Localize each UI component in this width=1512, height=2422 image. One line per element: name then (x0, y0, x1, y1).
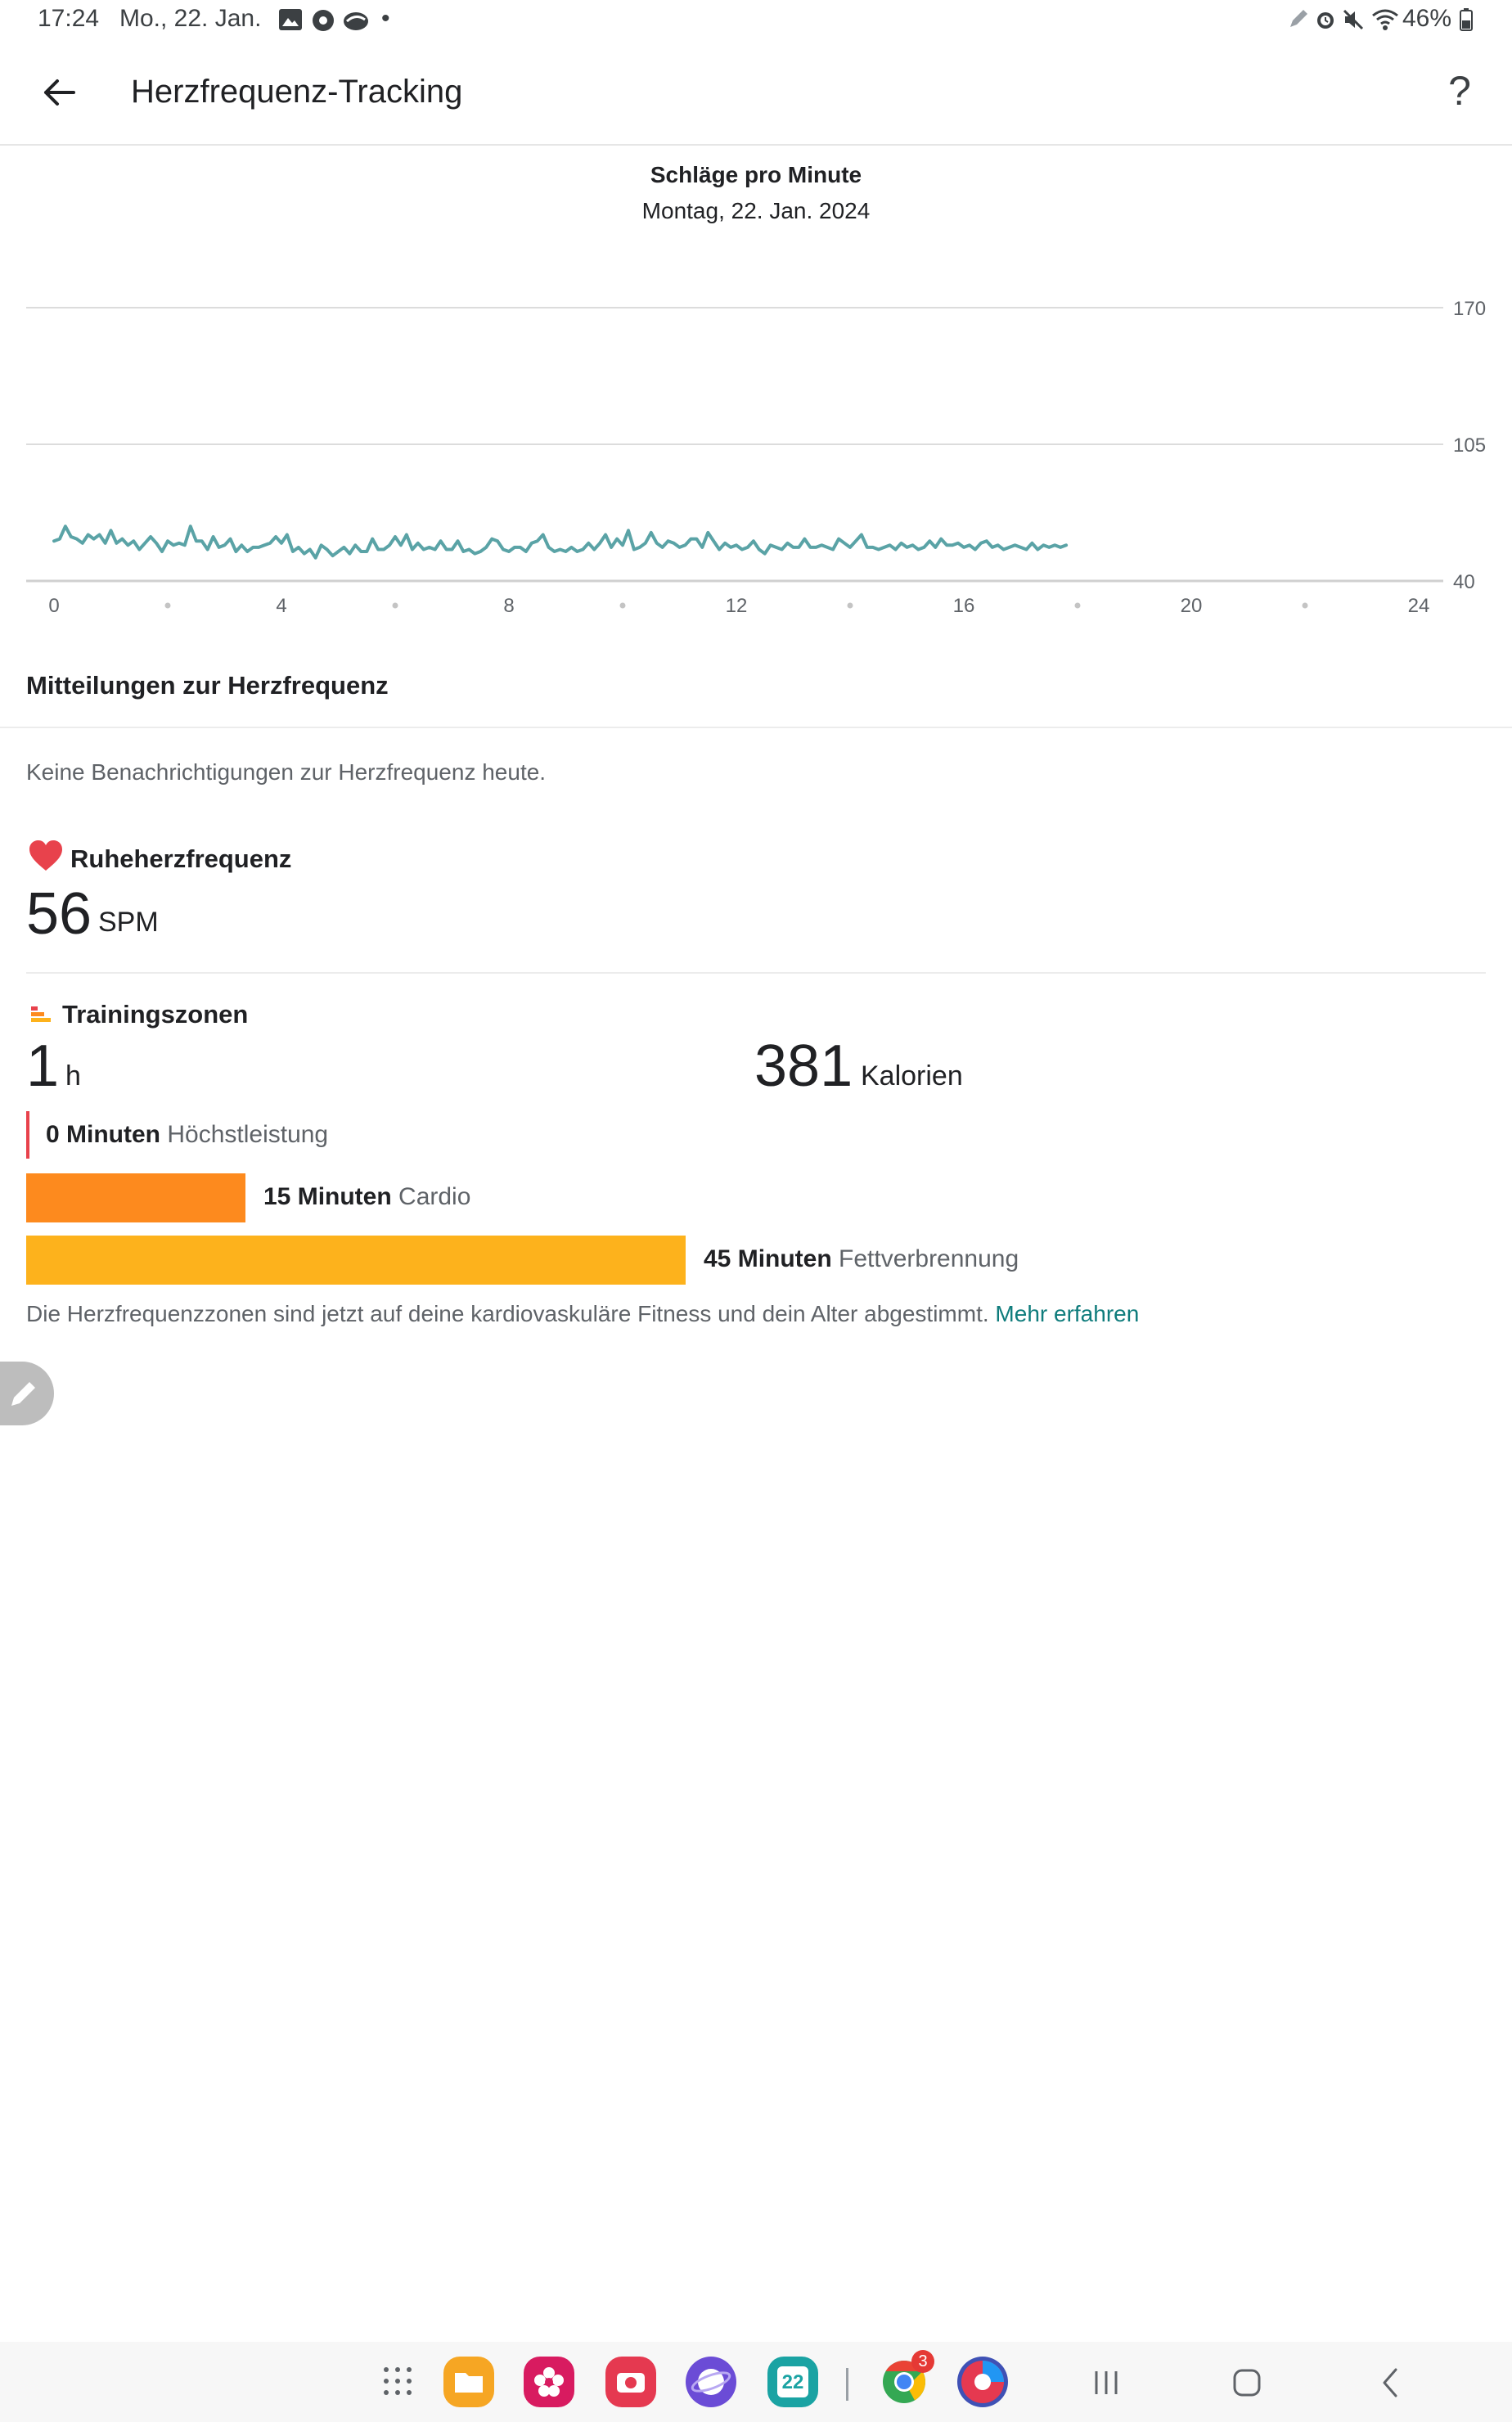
cardio-zone-label: 15 Minuten Cardio (263, 1183, 470, 1211)
zones-calories-unit: Kalorien (861, 1060, 963, 1092)
calendar-day: 22 (777, 2366, 808, 2397)
resting-heart-rate-value: 56 (26, 881, 92, 947)
peak-zone-label: 0 Minuten Höchstleistung (46, 1121, 328, 1149)
peak-zone-minutes: 0 Minuten (46, 1121, 160, 1148)
x-tick-label: 4 (276, 595, 286, 617)
wifi-icon (1371, 8, 1399, 35)
heart-icon (28, 840, 64, 876)
chart-title: Schläge pro Minute (650, 162, 862, 187)
x-tick-label: 0 (48, 595, 59, 617)
notifications-heading: Mitteilungen zur Herzfrequenz (26, 671, 389, 700)
peak-zone-name: Höchstleistung (167, 1121, 329, 1148)
chrome-notification-badge: 3 (911, 2350, 934, 2373)
chrome-app-icon[interactable] (879, 2357, 929, 2407)
battery-percent: 46% (1402, 5, 1452, 32)
fatburn-zone-minutes: 45 Minuten (704, 1245, 832, 1272)
divider (0, 727, 1512, 728)
arrow-left-icon (44, 79, 75, 106)
back-nav-button[interactable] (1375, 2366, 1407, 2403)
fatburn-zone-label: 45 Minuten Fettverbrennung (704, 1245, 1019, 1273)
cardio-zone-minutes: 15 Minuten (263, 1183, 392, 1210)
gallery-app-icon[interactable] (524, 2357, 574, 2407)
x-tick-label: 24 (1408, 595, 1430, 617)
pen-status-icon (1288, 8, 1309, 34)
zones-duration-unit: h (65, 1060, 81, 1092)
learn-more-link[interactable]: Mehr erfahren (995, 1301, 1140, 1326)
y-tick-label: 170 (1453, 298, 1486, 320)
fatburn-zone-name: Fettverbrennung (839, 1245, 1019, 1272)
zones-icon (29, 1003, 54, 1029)
page-title: Herzfrequenz-Tracking (131, 74, 463, 110)
zones-calories-value: 381 (754, 1033, 853, 1099)
app-drawer-icon[interactable] (381, 2365, 414, 2402)
heart-rate-chart[interactable]: 40 105 170 0 4 8 12 16 20 24 (0, 270, 1512, 630)
mute-icon (1342, 8, 1365, 35)
resting-heart-rate-label: Ruheherzfrequenz (70, 844, 292, 873)
more-notifications-dot: • (381, 5, 390, 32)
x-tick-label: 16 (953, 595, 975, 617)
x-minor-tick (392, 602, 398, 609)
pencil-icon (11, 1382, 35, 1406)
x-tick-label: 20 (1181, 595, 1203, 617)
y-tick-label: 105 (1453, 434, 1486, 457)
x-minor-tick (1074, 602, 1081, 609)
x-minor-tick (619, 602, 626, 609)
x-minor-tick (164, 602, 171, 609)
gallery-notification-icon (278, 8, 303, 35)
peak-zone-bar (26, 1111, 29, 1159)
calendar-app-icon[interactable]: 22 (767, 2357, 818, 2407)
back-button[interactable] (33, 65, 87, 119)
chart-subtitle: Montag, 22. Jan. 2024 (641, 198, 871, 223)
x-tick-label: 12 (726, 595, 748, 617)
alarm-icon (1314, 8, 1337, 35)
divider (26, 972, 1486, 974)
status-time: 17:24 (38, 5, 100, 32)
internet-app-icon[interactable] (686, 2357, 736, 2407)
status-date: Mo., 22. Jan. (119, 5, 262, 32)
camera-app-icon[interactable] (605, 2357, 656, 2407)
dock-separator (846, 2368, 848, 2401)
x-minor-tick (847, 602, 853, 609)
game-app-icon[interactable] (957, 2357, 1008, 2407)
battery-icon (1460, 8, 1473, 35)
cloud-notification-icon (342, 8, 370, 37)
status-bar: 17:24 Mo., 22. Jan. • 46% (0, 0, 1512, 41)
notifications-empty-text: Keine Benachrichtigungen zur Herzfrequen… (26, 759, 547, 785)
zones-note-text: Die Herzfrequenzzonen sind jetzt auf dei… (26, 1301, 989, 1326)
x-minor-tick (1302, 602, 1308, 609)
zones-duration-value: 1 (26, 1033, 60, 1099)
recent-apps-button[interactable] (1090, 2366, 1123, 2403)
heart-rate-line (52, 524, 1069, 560)
resting-heart-rate-unit: SPM (98, 907, 159, 938)
fatburn-zone-bar (26, 1236, 686, 1285)
app-header: Herzfrequenz-Tracking ? (0, 41, 1512, 146)
x-tick-label: 8 (503, 595, 514, 617)
edit-button[interactable] (0, 1362, 54, 1425)
chrome-notification-icon (311, 8, 335, 37)
home-button[interactable] (1231, 2366, 1263, 2403)
y-tick-label: 40 (1453, 571, 1475, 593)
cardio-zone-bar (26, 1173, 245, 1222)
training-zones-label: Trainingszonen (62, 1000, 249, 1029)
help-button[interactable]: ? (1448, 68, 1471, 114)
navigation-bar: 22 3 (0, 2342, 1512, 2422)
my-files-app-icon[interactable] (443, 2357, 494, 2407)
zones-note: Die Herzfrequenzzonen sind jetzt auf dei… (26, 1301, 1139, 1327)
cardio-zone-name: Cardio (398, 1183, 471, 1210)
